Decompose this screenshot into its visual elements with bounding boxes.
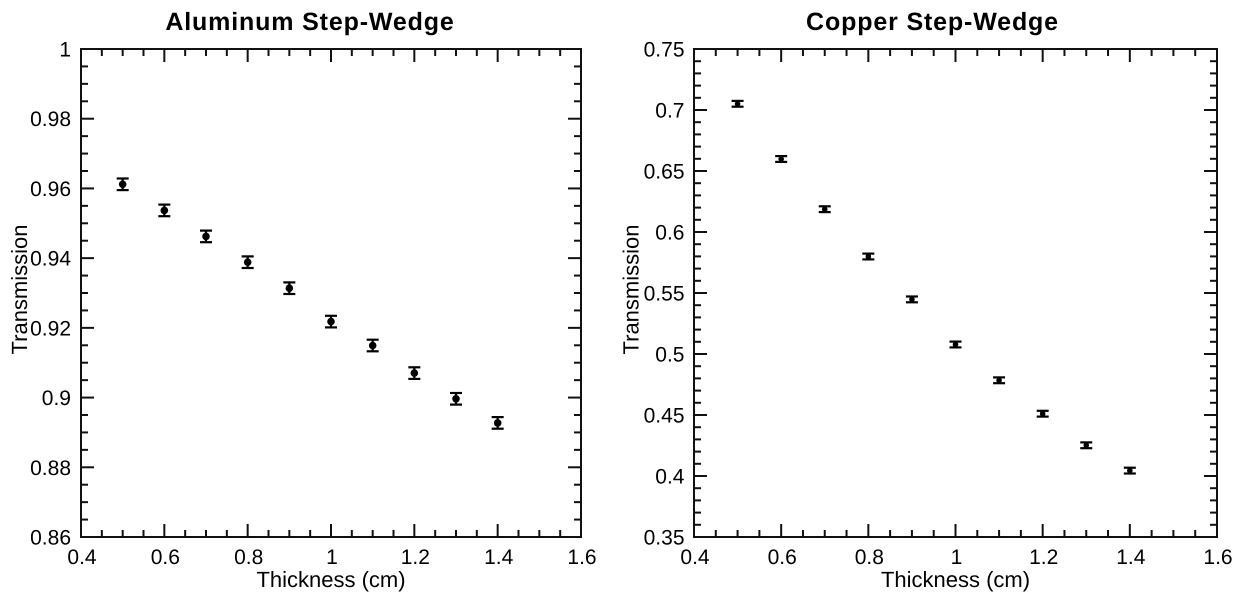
- svg-text:0.4: 0.4: [680, 546, 710, 569]
- svg-text:0.6: 0.6: [151, 546, 180, 569]
- svg-text:0.4: 0.4: [67, 546, 97, 569]
- svg-text:1.6: 1.6: [567, 546, 596, 569]
- svg-text:Transmission: Transmission: [618, 225, 643, 355]
- svg-text:1.4: 1.4: [484, 546, 514, 569]
- svg-text:0.6: 0.6: [768, 546, 797, 569]
- svg-text:Aluminum Step-Wedge: Aluminum Step-Wedge: [165, 8, 454, 36]
- svg-text:0.4: 0.4: [655, 466, 685, 489]
- svg-text:0.92: 0.92: [30, 317, 71, 340]
- svg-text:0.86: 0.86: [30, 527, 71, 550]
- svg-text:Copper Step-Wedge: Copper Step-Wedge: [806, 8, 1059, 36]
- svg-text:0.98: 0.98: [30, 108, 71, 131]
- svg-text:Thickness (cm): Thickness (cm): [256, 567, 405, 592]
- svg-text:Transmission: Transmission: [7, 225, 32, 355]
- svg-text:0.96: 0.96: [30, 178, 71, 201]
- svg-text:0.88: 0.88: [30, 457, 71, 480]
- svg-text:0.7: 0.7: [655, 100, 684, 123]
- svg-text:1: 1: [951, 546, 963, 569]
- svg-text:1.2: 1.2: [1029, 546, 1058, 569]
- svg-text:1.2: 1.2: [401, 546, 430, 569]
- svg-text:0.9: 0.9: [42, 387, 71, 410]
- svg-text:Thickness (cm): Thickness (cm): [881, 567, 1030, 592]
- svg-text:0.45: 0.45: [644, 405, 685, 428]
- svg-text:0.8: 0.8: [855, 546, 884, 569]
- svg-text:1: 1: [326, 546, 338, 569]
- svg-text:0.75: 0.75: [644, 39, 685, 62]
- svg-text:0.5: 0.5: [655, 344, 684, 367]
- svg-text:0.6: 0.6: [655, 222, 684, 245]
- svg-text:0.55: 0.55: [644, 283, 685, 306]
- svg-text:0.65: 0.65: [644, 161, 685, 184]
- svg-text:0.35: 0.35: [644, 527, 685, 550]
- svg-text:1: 1: [59, 39, 71, 62]
- svg-text:1.6: 1.6: [1203, 546, 1232, 569]
- svg-text:1.4: 1.4: [1116, 546, 1146, 569]
- svg-text:0.8: 0.8: [234, 546, 263, 569]
- svg-text:0.94: 0.94: [30, 248, 71, 271]
